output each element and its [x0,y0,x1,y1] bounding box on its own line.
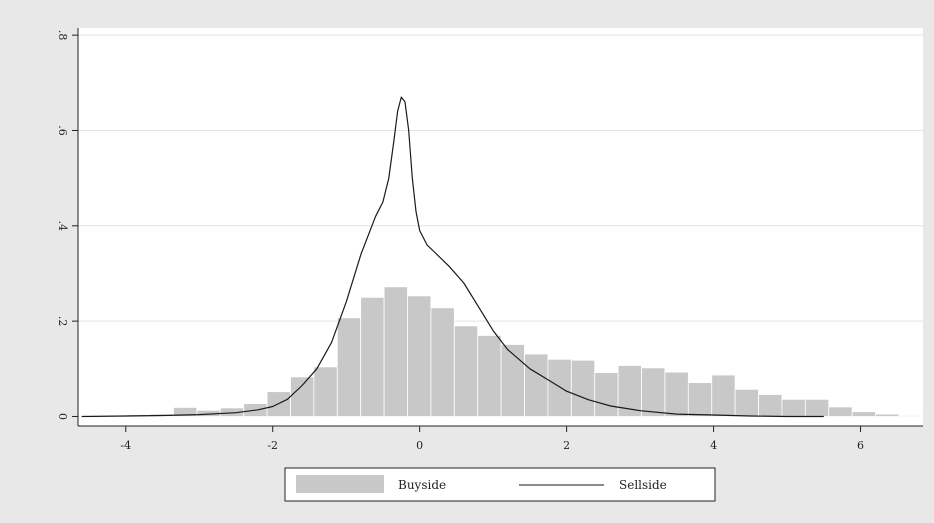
bar-buyside [829,407,852,417]
bar-buyside [361,297,384,416]
bar-buyside [290,377,313,417]
bar-buyside [384,287,407,417]
bar-buyside [407,296,430,417]
x-tick-label: 4 [710,439,717,452]
bar-buyside [899,416,922,417]
x-ticks: -4 -2 0 2 4 6 [120,426,864,452]
y-tick-label: .6 [56,125,69,136]
bar-buyside [759,395,782,417]
bar-buyside [642,368,665,417]
bar-buyside [525,354,548,416]
x-tick-label: -4 [120,439,131,452]
bar-buyside [805,399,828,416]
x-tick-label: 6 [857,439,864,452]
bar-buyside [712,375,735,416]
legend-label-buyside: Buyside [398,478,446,492]
bar-buyside [782,399,805,416]
y-tick-label: .8 [56,30,69,41]
bar-buyside [735,389,758,416]
x-tick-label: -2 [267,439,278,452]
legend-swatch-buyside [296,475,384,493]
bar-buyside [314,367,337,417]
bar-buyside [852,412,875,417]
bar-buyside [478,335,501,416]
bar-buyside [595,373,618,417]
y-tick-label: 0 [56,413,69,420]
bar-buyside [876,414,899,416]
bar-buyside [454,326,477,417]
bar-buyside [688,383,711,417]
x-tick-label: 0 [416,439,423,452]
y-tick-label: .4 [56,221,69,232]
legend-label-sellside: Sellside [619,478,667,492]
x-tick-label: 2 [563,439,570,452]
bar-buyside [431,308,454,417]
bar-buyside [337,318,360,417]
bar-buyside [548,359,571,416]
bar-buyside [501,344,524,416]
y-ticks: 0 .2 .4 .6 .8 [56,30,78,420]
legend: Buyside Sellside [285,468,715,501]
bar-buyside [571,360,594,416]
y-tick-label: .2 [56,316,69,327]
bar-buyside [665,372,688,416]
